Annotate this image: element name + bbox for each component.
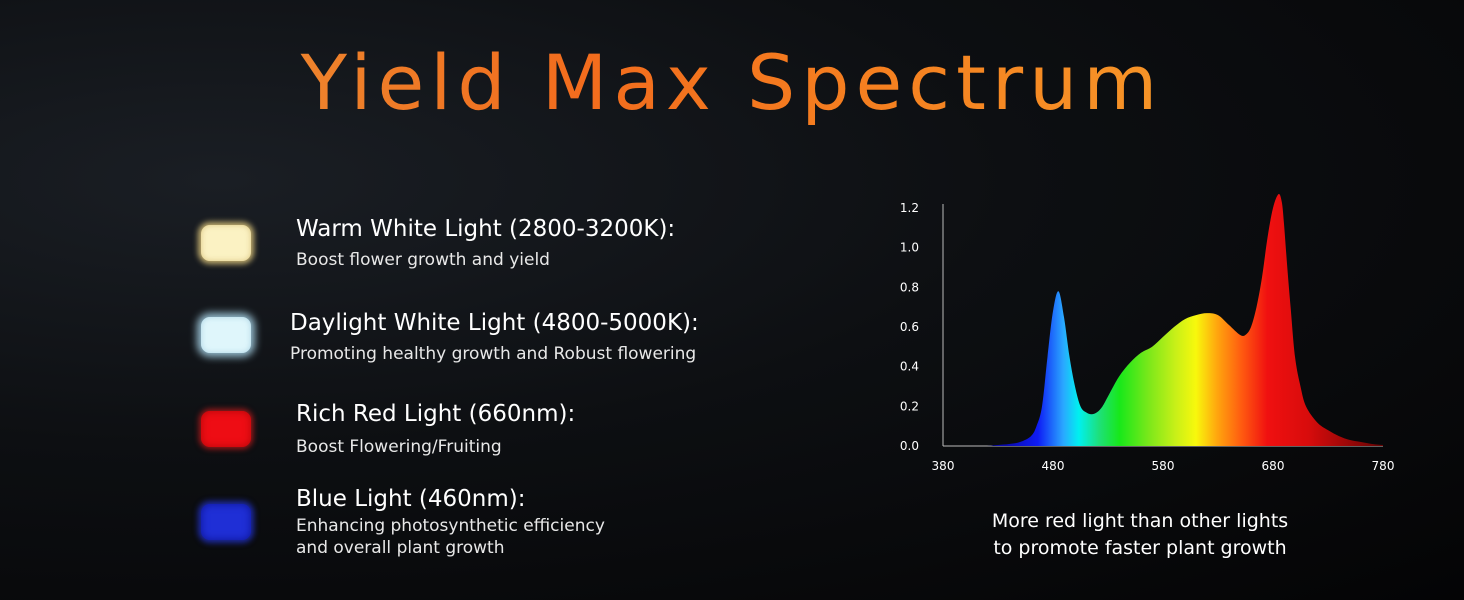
legend-title-blue: Blue Light (460nm): — [296, 486, 526, 512]
legend-title-warm-white: Warm White Light (2800-3200K): — [296, 216, 676, 242]
y-tick-label: 0.4 — [900, 360, 919, 374]
legend-title-daylight-white: Daylight White Light (4800-5000K): — [290, 310, 699, 336]
legend-desc-warm-white: Boost flower growth and yield — [296, 250, 550, 270]
rich-red-swatch-icon — [201, 411, 251, 447]
x-tick-label: 380 — [932, 459, 955, 473]
page-title: Yield Max Spectrum — [0, 38, 1464, 127]
legend-desc-blue-line-2: and overall plant growth — [296, 538, 505, 558]
caption-line-2: to promote faster plant growth — [993, 537, 1287, 559]
spectrum-area — [943, 193, 1383, 446]
y-tick-label: 0.8 — [900, 280, 919, 294]
y-tick-label: 0.2 — [900, 399, 919, 413]
x-tick-label: 780 — [1372, 459, 1395, 473]
legend-desc-daylight-white: Promoting healthy growth and Robust flow… — [290, 344, 697, 364]
y-tick-label: 0.6 — [900, 320, 919, 334]
blue-swatch-icon — [201, 504, 251, 540]
y-tick-label: 1.2 — [900, 201, 919, 215]
y-tick-label: 0.0 — [900, 439, 919, 453]
legend-title-rich-red: Rich Red Light (660nm): — [296, 401, 576, 427]
caption-line-1: More red light than other lights — [991, 510, 1289, 532]
chart-caption: More red light than other lights to prom… — [960, 508, 1320, 562]
x-tick-label: 680 — [1262, 459, 1285, 473]
spectrum-chart: 0.0 0.2 0.4 0.6 0.8 1.0 1.2 380 480 580 680 780 — [900, 193, 1395, 473]
x-tick-label: 580 — [1152, 459, 1175, 473]
y-tick-label: 1.0 — [900, 241, 919, 255]
legend-desc-rich-red: Boost Flowering/Fruiting — [296, 437, 502, 457]
daylight-white-swatch-icon — [201, 317, 251, 353]
x-tick-label: 480 — [1042, 459, 1065, 473]
legend-desc-blue-line-1: Enhancing photosynthetic efficiency — [296, 516, 605, 536]
warm-white-swatch-icon — [201, 225, 251, 261]
chart-marks — [943, 193, 1383, 446]
